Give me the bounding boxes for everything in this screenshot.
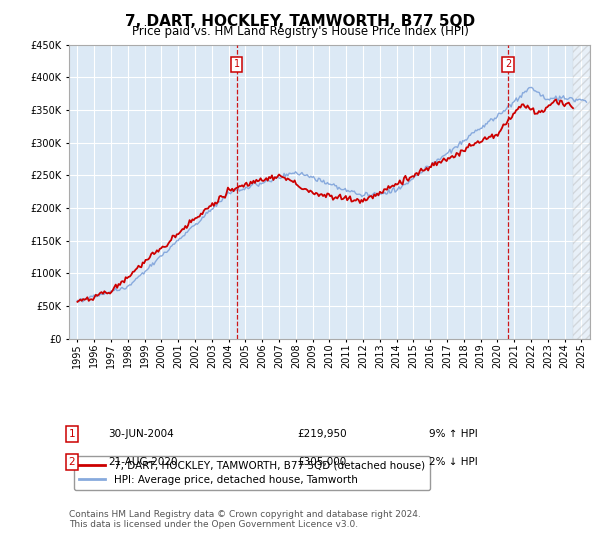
Bar (573, 45, 590, 339)
Text: 9% ↑ HPI: 9% ↑ HPI (429, 429, 478, 439)
Text: 2: 2 (68, 457, 76, 467)
Text: 1: 1 (68, 429, 76, 439)
Text: Contains HM Land Registry data © Crown copyright and database right 2024.
This d: Contains HM Land Registry data © Crown c… (69, 510, 421, 529)
Text: £219,950: £219,950 (297, 429, 347, 439)
Text: 2: 2 (505, 59, 511, 69)
Text: 21-AUG-2020: 21-AUG-2020 (108, 457, 178, 467)
Text: 1: 1 (234, 59, 240, 69)
Text: 30-JUN-2004: 30-JUN-2004 (108, 429, 174, 439)
Text: 2% ↓ HPI: 2% ↓ HPI (429, 457, 478, 467)
Text: 7, DART, HOCKLEY, TAMWORTH, B77 5QD: 7, DART, HOCKLEY, TAMWORTH, B77 5QD (125, 14, 475, 29)
Text: £305,000: £305,000 (297, 457, 346, 467)
Text: Price paid vs. HM Land Registry's House Price Index (HPI): Price paid vs. HM Land Registry's House … (131, 25, 469, 38)
Legend: 7, DART, HOCKLEY, TAMWORTH, B77 5QD (detached house), HPI: Average price, detach: 7, DART, HOCKLEY, TAMWORTH, B77 5QD (det… (74, 456, 430, 491)
